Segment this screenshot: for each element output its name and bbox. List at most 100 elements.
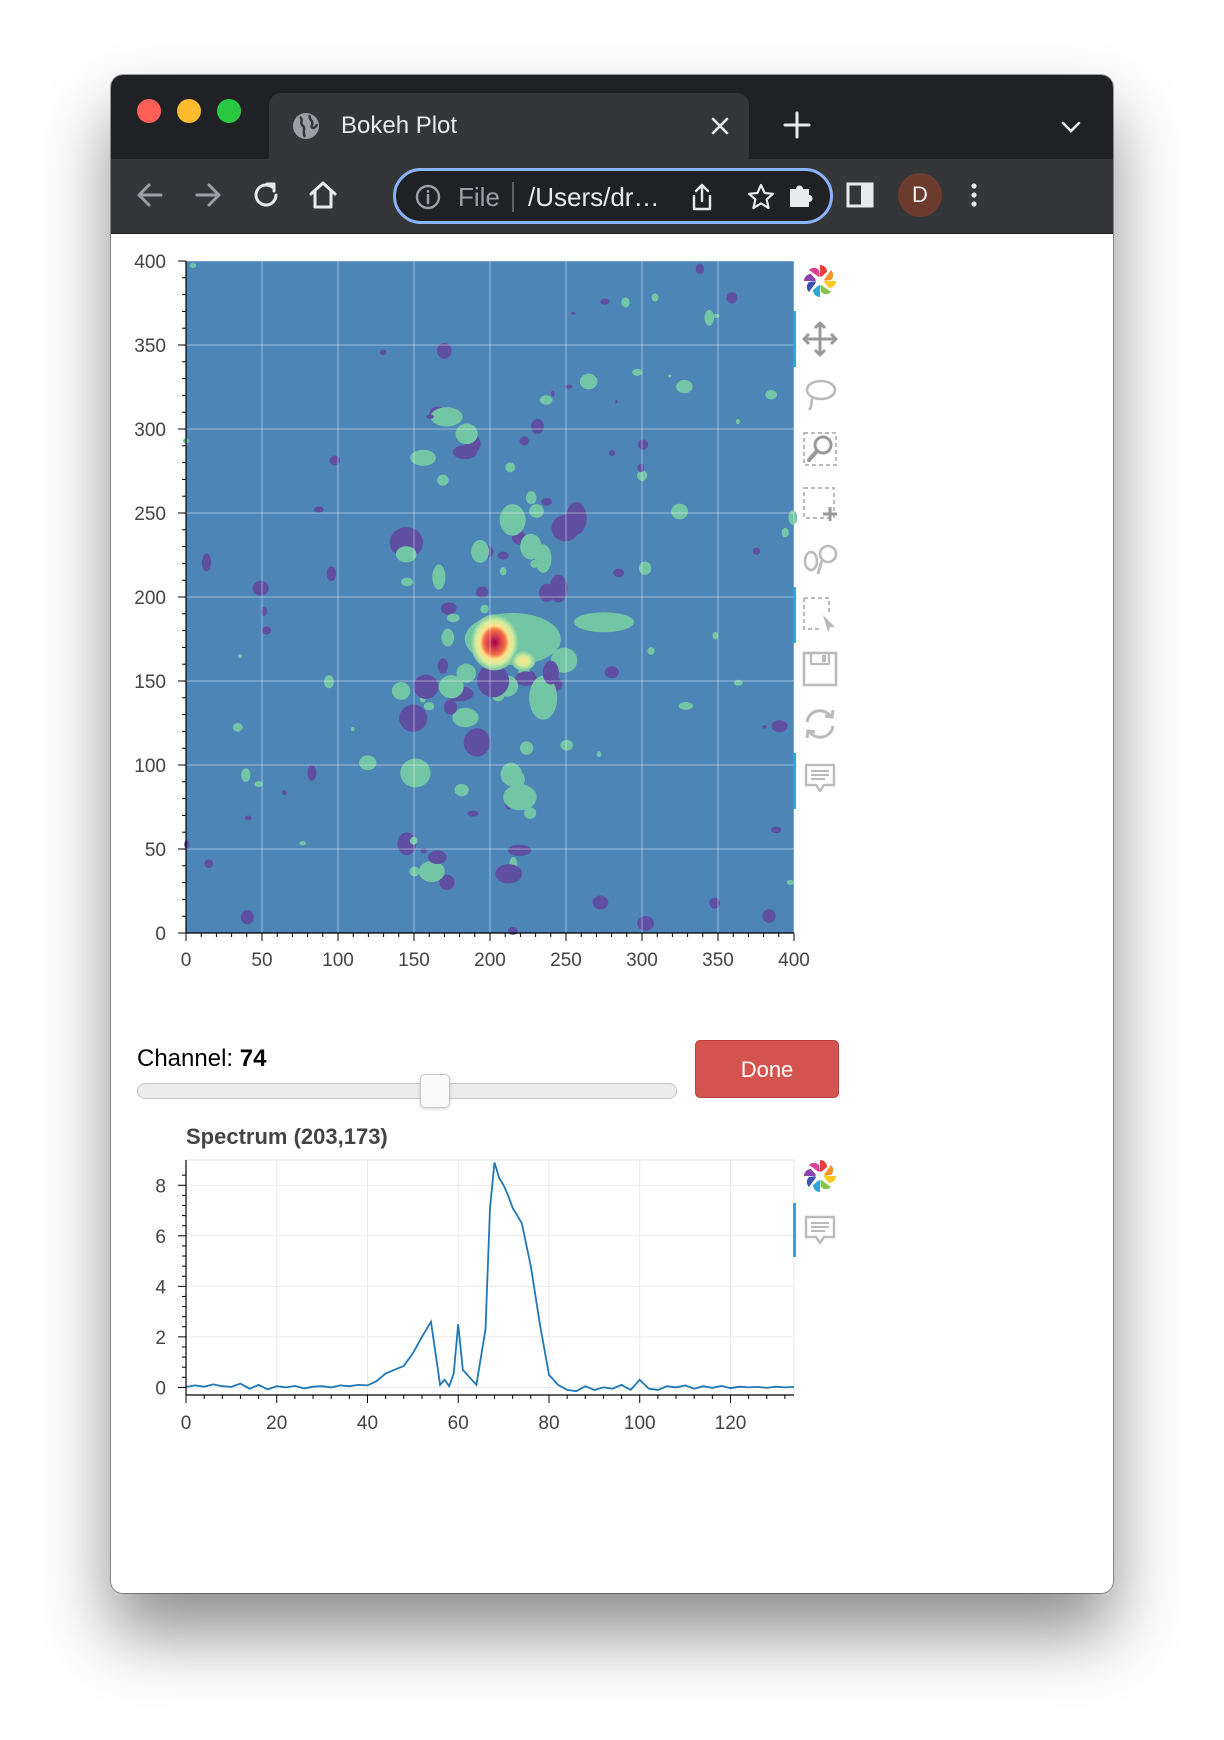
hover-icon[interactable] — [801, 760, 839, 798]
spectrum-plot[interactable]: 0 20 40 60 80 100 120 0 2 4 6 8 — [111, 1134, 871, 1454]
globe-icon — [293, 113, 319, 139]
heatmap-noise-blob — [437, 343, 452, 359]
spectrum-title: Spectrum (203,173) — [186, 1124, 388, 1149]
heatmap-noise-blob — [762, 909, 776, 923]
heatmap-noise-blob — [788, 510, 798, 525]
tab-search-chevron-icon[interactable] — [1059, 115, 1083, 139]
channel-slider[interactable] — [137, 1074, 677, 1108]
omnibox-separator — [512, 182, 514, 212]
reset-icon[interactable] — [801, 705, 839, 743]
heatmap-noise-blob — [530, 559, 539, 568]
heatmap-y-tick-label: 400 — [134, 252, 166, 273]
home-icon[interactable] — [306, 178, 340, 212]
heatmap-noise-blob — [241, 768, 251, 783]
heatmap-noise-blob — [765, 390, 778, 400]
tab-title: Bokeh Plot — [341, 112, 458, 139]
minimize-window-button[interactable] — [177, 99, 201, 123]
heatmap-noise-blob — [695, 263, 705, 275]
heatmap-y-tick-label: 0 — [155, 924, 166, 945]
close-window-button[interactable] — [137, 99, 161, 123]
back-arrow-icon[interactable] — [133, 178, 167, 212]
heatmap-noise-blob — [668, 374, 672, 378]
heatmap-noise-blob — [395, 546, 417, 563]
heatmap-noise-blob — [410, 449, 436, 466]
heatmap-axes: 0 50 100 150 200 250 300 350 400 0 50 100 150 200 250 3… — [134, 252, 810, 971]
reload-icon[interactable] — [249, 178, 283, 212]
spectrum-x-tick-label: 100 — [624, 1413, 656, 1434]
tab-strip: Bokeh Plot — [111, 75, 1113, 159]
bookmark-star-icon[interactable] — [746, 182, 776, 212]
box-select-icon[interactable] — [801, 485, 839, 523]
heatmap-noise-blob — [437, 474, 449, 486]
site-info-icon[interactable] — [414, 183, 442, 211]
heatmap-noise-blob — [238, 654, 242, 658]
active-tool-indicator — [793, 311, 796, 367]
heatmap-noise-blob — [781, 527, 789, 538]
active-tool-indicator — [793, 587, 796, 643]
url-text[interactable]: /Users/dr… — [528, 182, 660, 212]
heatmap-noise-blob — [531, 418, 544, 434]
heatmap-noise-blob — [456, 663, 476, 683]
heatmap-noise-blob — [499, 504, 526, 536]
heatmap-y-tick-label: 50 — [145, 840, 166, 861]
heatmap-central-structure — [542, 660, 559, 685]
spectrum-x-tick-label: 40 — [357, 1413, 378, 1434]
box-zoom-icon[interactable] — [801, 430, 839, 468]
heatmap-noise-blob — [426, 414, 434, 419]
spectrum-y-tick-label: 8 — [155, 1176, 166, 1197]
heatmap-noise-blob — [637, 470, 648, 481]
bokeh-logo-icon[interactable] — [801, 1157, 839, 1195]
profile-avatar[interactable]: D — [898, 173, 942, 217]
heatmap-noise-blob — [621, 297, 630, 308]
extensions-puzzle-icon[interactable] — [783, 178, 817, 212]
zoom-window-button[interactable] — [217, 99, 241, 123]
forward-arrow-icon[interactable] — [191, 178, 225, 212]
heatmap-noise-blob — [637, 463, 645, 473]
tab-bokeh-plot[interactable]: Bokeh Plot — [269, 93, 749, 159]
spectrum-x-tick-label: 80 — [538, 1413, 559, 1434]
heatmap-noise-blob — [515, 671, 537, 687]
hover-icon[interactable] — [801, 1212, 839, 1250]
heatmap-noise-blob — [441, 628, 455, 647]
share-icon[interactable] — [688, 182, 716, 212]
heatmap-noise-blob — [520, 514, 525, 519]
more-menu-icon[interactable] — [957, 178, 991, 212]
heatmap-noise-blob — [726, 292, 738, 304]
heatmap-noise-blob — [420, 847, 427, 854]
image-plot[interactable]: 0 50 100 150 200 250 300 350 400 0 50 100 150 200 250 3… — [111, 234, 871, 994]
bokeh-logo-icon[interactable] — [801, 262, 839, 300]
heatmap-noise-blob — [678, 701, 694, 710]
side-panel-icon[interactable] — [843, 178, 877, 212]
new-tab-icon[interactable] — [781, 109, 813, 141]
heatmap-x-tick-label: 400 — [778, 950, 810, 971]
heatmap-noise-blob — [359, 755, 377, 771]
active-tool-indicator — [793, 1203, 796, 1257]
heatmap-noise-blob — [232, 722, 243, 732]
heatmap-peak — [511, 650, 536, 671]
heatmap-image[interactable] — [186, 261, 794, 933]
lasso-select-icon[interactable] — [801, 375, 839, 413]
heatmap-noise-blob — [713, 313, 720, 318]
heatmap-x-tick-label: 300 — [626, 950, 658, 971]
pan-icon[interactable] — [801, 320, 839, 358]
heatmap-noise-blob — [505, 462, 516, 473]
heatmap-noise-blob — [762, 725, 767, 729]
heatmap-noise-blob — [313, 506, 324, 513]
heatmap-noise-blob — [438, 675, 464, 699]
heatmap-noise-blob — [560, 739, 574, 751]
box-edit-icon[interactable] — [801, 595, 839, 633]
save-icon[interactable] — [801, 650, 839, 688]
heatmap-noise-blob — [409, 836, 418, 845]
channel-slider-handle[interactable] — [420, 1074, 450, 1108]
heatmap-noise-blob — [418, 860, 445, 883]
heatmap-noise-blob — [423, 702, 435, 711]
heatmap-noise-blob — [709, 897, 720, 909]
heatmap-noise-blob — [551, 390, 555, 397]
address-bar[interactable]: File /Users/dr… — [393, 168, 833, 224]
crosshair-icon[interactable] — [801, 540, 839, 578]
done-button[interactable]: Done — [695, 1040, 839, 1098]
heatmap-noise-blob — [497, 551, 509, 560]
heatmap-noise-blob — [503, 784, 537, 811]
heatmap-noise-blob — [463, 728, 491, 757]
close-tab-icon[interactable] — [705, 111, 735, 141]
